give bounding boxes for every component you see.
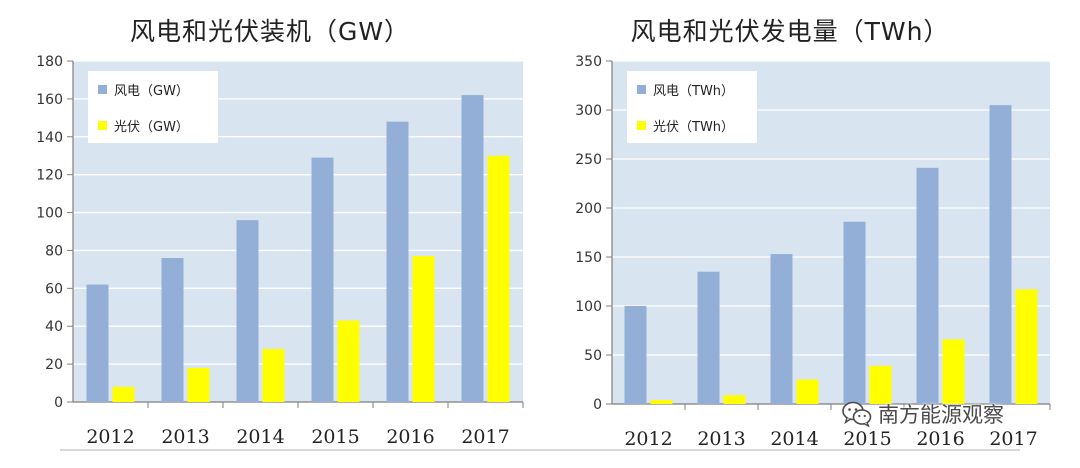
y-tick-label: 50 [584, 348, 602, 364]
bar-wind [989, 105, 1012, 404]
bar-wind [697, 271, 720, 404]
bar-solar [337, 320, 360, 402]
watermark-text: 南方能源观察 [878, 403, 1004, 427]
x-tick-label: 2015 [311, 426, 359, 448]
x-tick-label: 2012 [86, 426, 134, 448]
watermark: 南方能源观察 [842, 399, 1004, 429]
bar-solar [487, 155, 510, 402]
bar-solar [112, 386, 135, 402]
x-tick-label: 2016 [916, 428, 964, 450]
y-tick-label: 350 [575, 54, 602, 70]
x-tick-label: 2013 [697, 428, 745, 450]
x-tick-label: 2015 [843, 428, 891, 450]
chart-panel-installed-capacity: 风电和光伏装机（GW） 0 20 40 60 80 100 120 140 160 180 2012… [36, 17, 524, 448]
x-tick-label: 2013 [161, 426, 209, 448]
chart-title: 风电和光伏发电量（TWh） [630, 17, 950, 46]
bar-wind [461, 95, 484, 402]
chart-installed-capacity: 0 20 40 60 80 100 120 140 160 180 2012 2013 2014 2015… [36, 54, 524, 448]
bar-wind [161, 258, 184, 402]
x-tick-label: 2014 [770, 428, 818, 450]
bar-wind [236, 220, 259, 402]
bar-solar [412, 256, 435, 402]
y-tick-label: 180 [36, 54, 63, 70]
y-tick-label: 250 [575, 152, 602, 168]
bar-wind [386, 121, 409, 402]
bar-wind [770, 254, 793, 404]
chart-title: 风电和光伏装机（GW） [129, 17, 411, 46]
bar-solar [869, 365, 892, 404]
x-tick-label: 2016 [386, 426, 434, 448]
bar-solar [942, 339, 965, 404]
legend-swatch [637, 85, 646, 94]
bar-solar [187, 367, 210, 402]
x-tick-label: 2017 [461, 426, 509, 448]
y-tick-label: 150 [575, 250, 602, 266]
y-tick-label: 60 [45, 281, 63, 297]
y-tick-label: 0 [593, 397, 602, 413]
x-tick-label: 2017 [989, 428, 1037, 450]
legend-label: 光伏（GW） [114, 120, 189, 135]
chart-panel-generation: 风电和光伏发电量（TWh） 0 50 100 150 200 250 300 350 2012 2… [540, 0, 1080, 468]
legend-label: 光伏（TWh） [653, 120, 734, 135]
bar-wind [916, 167, 939, 404]
legend-label: 风电（GW） [114, 84, 189, 99]
bar-wind [86, 284, 109, 402]
y-tick-label: 140 [36, 130, 63, 146]
y-tick-label: 300 [575, 103, 602, 119]
bar-solar [796, 379, 819, 404]
bar-solar [262, 348, 285, 402]
bar-solar [1015, 289, 1038, 404]
y-tick-label: 80 [45, 243, 63, 259]
legend-box [627, 71, 757, 143]
y-tick-label: 40 [45, 319, 63, 335]
y-tick-label: 120 [36, 168, 63, 184]
legend-label: 风电（TWh） [653, 84, 734, 99]
y-tick-label: 20 [45, 357, 63, 373]
legend-swatch [98, 121, 107, 130]
y-tick-label: 200 [575, 201, 602, 217]
chart-generation: 0 50 100 150 200 250 300 350 2012 2013 2014 2015 201… [575, 54, 1051, 450]
x-tick-label: 2012 [624, 428, 672, 450]
bar-solar [650, 400, 673, 404]
bar-wind [624, 306, 647, 404]
y-tick-label: 0 [54, 395, 63, 411]
legend-box [88, 71, 218, 143]
bar-solar [723, 395, 746, 404]
y-tick-label: 160 [36, 92, 63, 108]
wechat-icon [842, 401, 872, 427]
legend-swatch [637, 121, 646, 130]
bar-wind [311, 157, 334, 402]
y-tick-label: 100 [575, 299, 602, 315]
y-tick-label: 100 [36, 206, 63, 222]
divider-line [60, 449, 1020, 451]
bar-wind [843, 221, 866, 404]
legend-swatch [98, 85, 107, 94]
x-tick-label: 2014 [236, 426, 284, 448]
